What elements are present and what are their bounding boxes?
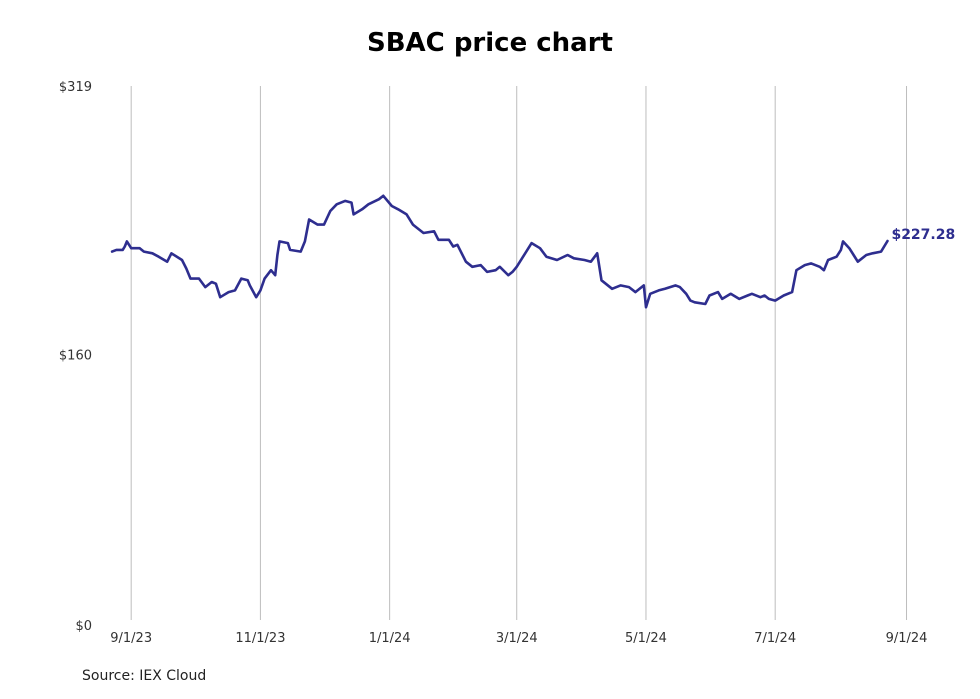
x-axis-ticks: 9/1/23 11/1/23 1/1/24 3/1/24 5/1/24 7/1/24 9/1…	[110, 631, 927, 646]
x-tick-label: 9/1/24	[886, 631, 928, 646]
price-line	[110, 194, 889, 309]
y-tick-label: $0	[75, 619, 92, 634]
x-tick-label: 5/1/24	[625, 631, 667, 646]
series-group	[110, 194, 889, 309]
x-tick-label: 11/1/23	[235, 631, 285, 646]
x-tick-label: 9/1/23	[110, 631, 152, 646]
x-tick-label: 7/1/24	[754, 631, 796, 646]
y-tick-label: $160	[59, 349, 92, 364]
source-note: Source: IEX Cloud	[82, 668, 207, 684]
last-price-label: $227.28	[891, 227, 955, 243]
x-tick-label: 1/1/24	[369, 631, 411, 646]
y-tick-label: $319	[59, 80, 92, 95]
chart-title: SBAC price chart	[367, 28, 613, 58]
x-tick-label: 3/1/24	[496, 631, 538, 646]
vertical-gridlines	[130, 86, 908, 620]
annotations: $227.28	[891, 227, 955, 243]
y-axis-ticks: $0 $160 $319	[59, 80, 92, 634]
